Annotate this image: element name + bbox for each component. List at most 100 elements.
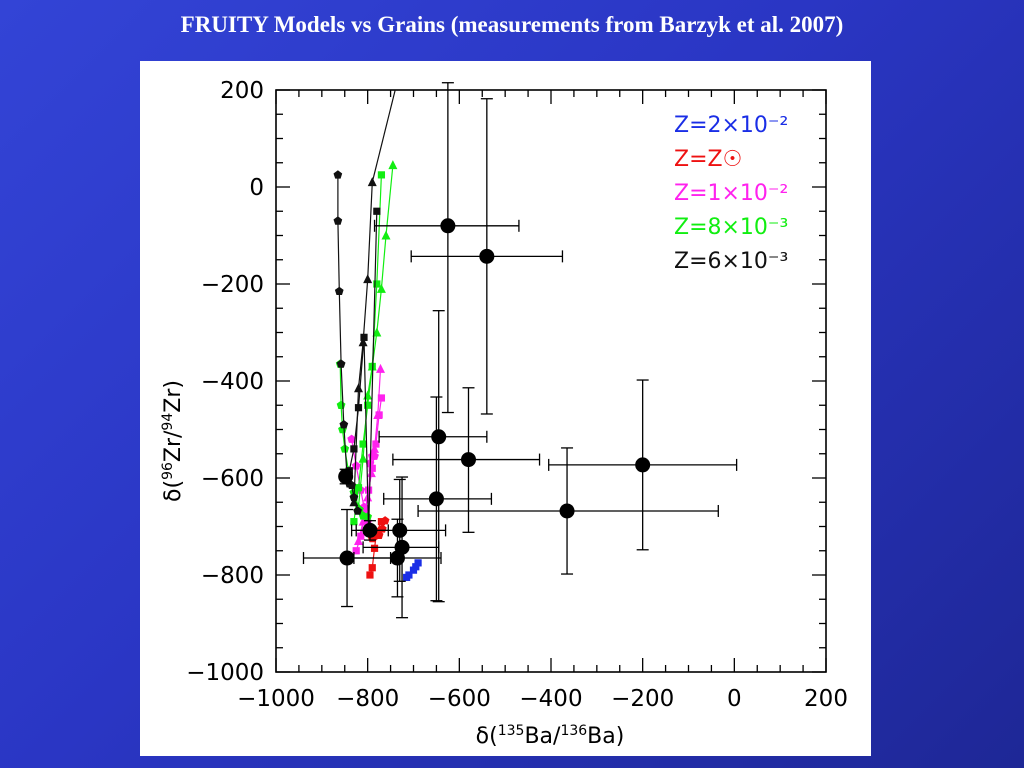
model-point [370,544,379,552]
y-tick-label: −200 [201,272,264,298]
model-point [334,286,344,295]
model-point [377,518,386,526]
grain-marker [428,491,444,507]
model-point [366,468,376,478]
y-tick-label: −600 [201,466,264,492]
x-tick-label: −600 [428,686,491,712]
model-point [336,359,346,368]
grain-marker [635,457,651,473]
model-point [414,559,422,567]
model-point [358,453,368,463]
model-point [363,390,373,400]
model-point [339,420,349,429]
y-tick-label: −400 [201,369,264,395]
grain-point [392,387,541,533]
model-point [377,394,386,402]
plot-frame [275,89,827,673]
model-point [351,461,361,470]
grain-point [417,447,719,575]
grain-point [302,508,392,608]
grain-point [350,520,389,541]
x-tick-label: −800 [336,686,399,712]
model-point [364,401,372,409]
grain-marker [559,503,575,519]
model-series [403,559,422,582]
x-axis-title: δ(135Ba/136Ba) [476,723,625,749]
model-point [352,547,360,555]
grain-marker [389,550,405,566]
model-series [354,363,385,546]
grain-marker [338,469,354,485]
grain-marker [440,218,456,234]
model-series [349,177,377,507]
figure-panel: −1000 −800 −600 −400 −200 0 200 −1000 −800 −600 −4… [140,61,871,756]
grain-marker [479,248,495,264]
scatter-chart: −1000 −800 −600 −400 −200 0 200 −1000 −800 −600 −4… [160,78,848,749]
model-point [388,160,398,170]
model-point [373,280,381,288]
model-point [350,518,358,526]
model-point [372,327,382,337]
model-point [333,216,343,225]
x-tick-label: 200 [804,686,848,712]
model-point [354,484,363,492]
grain-point [410,98,564,415]
y-tick-label: 0 [249,175,264,201]
y-axis-title: δ(96Zr/94Zr) [160,380,186,502]
model-point [357,532,365,540]
legend-entry: Z=2×10⁻² [674,113,788,138]
grain-point [383,396,493,602]
x-tick-label: −1000 [237,686,315,712]
model-point [373,409,383,419]
model-point [412,563,420,571]
legend-entry: Z=6×10⁻³ [674,249,788,274]
legend-entry: Z=Z☉ [674,147,742,172]
slide-title: FRUITY Models vs Grains (measurements fr… [180,12,844,37]
x-tick-label: −200 [611,686,674,712]
model-point [333,170,343,179]
legend-entry: Z=1×10⁻² [674,181,788,206]
model-point [370,443,380,453]
model-series-line [357,165,394,508]
legend-entry: Z=8×10⁻³ [674,215,788,240]
y-tick-label: −800 [201,563,264,589]
model-point [354,536,363,546]
model-point [405,571,413,579]
model-point [377,171,386,179]
model-series-line [337,174,359,512]
model-point [350,445,358,453]
model-point [368,564,376,572]
grain-point [338,468,354,485]
model-point [373,207,381,215]
model-point [381,230,391,240]
model-point [363,274,373,284]
model-point [376,283,386,293]
x-tick-label: −400 [519,686,582,712]
model-point [336,400,346,409]
grain-point [548,379,738,551]
grain-marker [339,550,355,566]
model-series [333,170,362,515]
grain-marker [362,522,378,538]
model-series [371,89,396,183]
y-tick-label: −1000 [186,660,264,686]
model-point [354,383,363,393]
model-point [359,440,367,448]
model-series-line [371,89,396,183]
model-point [366,571,374,579]
model-point [354,404,363,412]
model-point [372,440,380,448]
model-point [358,337,368,347]
grain-marker [461,452,476,468]
grain-marker [431,429,447,445]
model-point [370,451,379,460]
x-tick-label: 0 [727,686,742,712]
model-point [380,516,390,525]
model-point [358,516,368,526]
grain-point [362,476,440,619]
model-point [353,506,362,515]
model-point [376,363,385,373]
model-point [349,497,359,507]
y-tick-label: 200 [220,78,264,104]
grain-marker [392,522,408,538]
